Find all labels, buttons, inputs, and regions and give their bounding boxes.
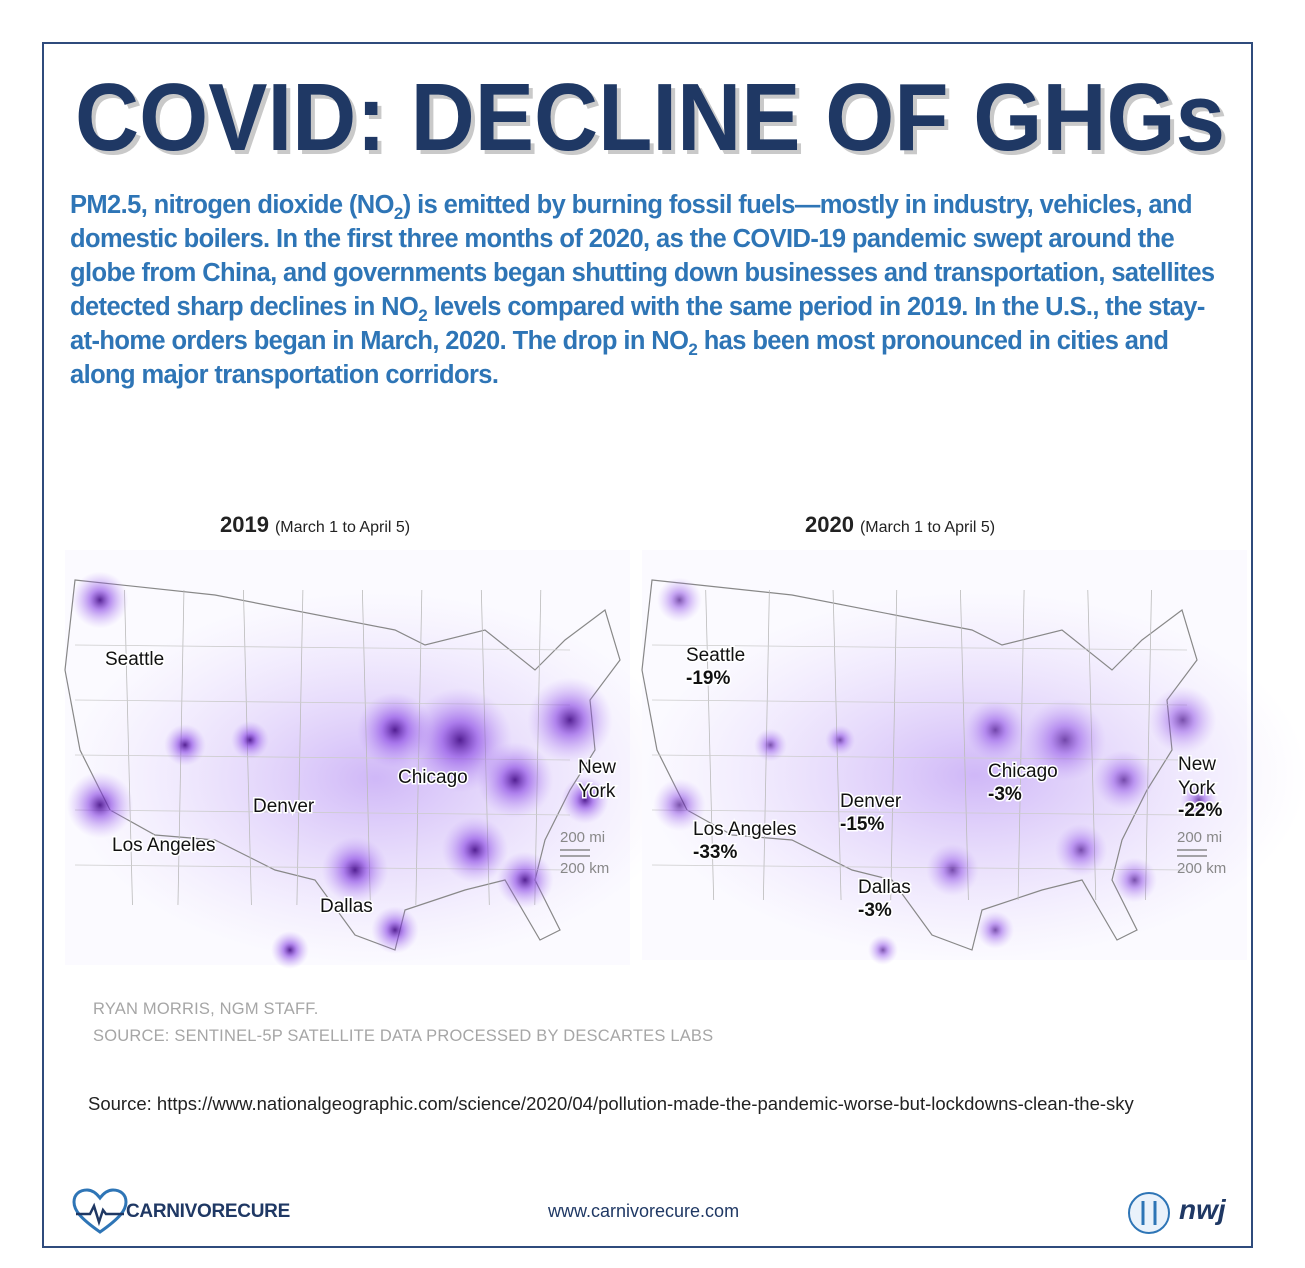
state-border bbox=[651, 699, 1188, 706]
pollution-blob bbox=[164, 724, 206, 766]
pollution-blob bbox=[1023, 698, 1107, 782]
title-shadow: COVID: DECLINE OF GHGs bbox=[79, 68, 1229, 175]
map-year: 2020 bbox=[805, 512, 854, 537]
pollution-blob bbox=[496, 851, 554, 909]
city-name: Denver bbox=[840, 791, 902, 812]
state-border bbox=[1145, 589, 1152, 901]
pollution-blob bbox=[477, 742, 553, 818]
source-label: Source: bbox=[88, 1093, 152, 1114]
map: 200 mi 200 km bbox=[64, 550, 687, 969]
source-note: Source: https://www.nationalgeographic.c… bbox=[88, 1090, 1163, 1118]
city-name: Los Angeles bbox=[112, 835, 216, 856]
credit-line: RYAN MORRIS, NGM STAFF. bbox=[93, 1000, 319, 1018]
map: 200 mi 200 km bbox=[641, 550, 1305, 965]
city-name: Seattle bbox=[686, 645, 745, 666]
country-outline bbox=[64, 579, 621, 951]
maps: 2019 (March 1 to April 5) 200 mi 200 km Seat… bbox=[64, 512, 1305, 969]
pollution-blob bbox=[231, 721, 269, 759]
city-change: -33% bbox=[693, 842, 737, 863]
city-name: Seattle bbox=[105, 649, 164, 670]
city-name: Chicago bbox=[988, 761, 1058, 782]
brand-name: CARNIVORECURE bbox=[126, 1201, 290, 1222]
city-name: New bbox=[578, 757, 616, 778]
pollution-blob bbox=[321, 836, 389, 904]
pollution-blob bbox=[441, 816, 509, 884]
partner-name: nwj bbox=[1179, 1194, 1226, 1225]
pollution-blob bbox=[825, 725, 856, 755]
title-svg: COVID: DECLINE OF GHGs COVID: DECLINE OF… bbox=[75, 64, 1229, 175]
state-border bbox=[651, 809, 1188, 816]
state-border bbox=[651, 644, 1188, 651]
city-change: -3% bbox=[988, 784, 1022, 805]
country-outline bbox=[641, 579, 1198, 951]
pollution-blob bbox=[71, 571, 129, 629]
pollution-blob bbox=[753, 728, 787, 762]
pollution-blob bbox=[371, 906, 419, 954]
pollution-blob bbox=[1093, 750, 1154, 810]
credit-line: SOURCE: SENTINEL-5P SATELLITE DATA PROCE… bbox=[93, 1027, 714, 1045]
city-name: Dallas bbox=[858, 877, 911, 898]
subscript: 2 bbox=[393, 204, 403, 224]
state-border bbox=[890, 589, 898, 901]
pollution-blob bbox=[1112, 857, 1158, 903]
city-change: -3% bbox=[858, 900, 892, 921]
city-name: Dallas bbox=[320, 896, 373, 917]
scale-label: 200 km bbox=[1177, 860, 1226, 877]
intro-paragraph: PM2.5, nitrogen dioxide (NO2) is emitted… bbox=[70, 188, 1230, 392]
state-border bbox=[74, 644, 571, 651]
pollution-blob bbox=[1054, 823, 1108, 877]
pollution-blob bbox=[867, 935, 898, 965]
brand-logo bbox=[72, 1188, 128, 1234]
city-name: Los Angeles bbox=[693, 819, 797, 840]
pollution-blob bbox=[271, 931, 309, 969]
pollution-blob bbox=[561, 776, 609, 824]
state-border bbox=[74, 809, 571, 816]
map-title: 2020 (March 1 to April 5) bbox=[805, 512, 995, 537]
state-border bbox=[124, 589, 133, 906]
pollution-blob bbox=[653, 778, 706, 832]
pollution-blob bbox=[357, 692, 433, 768]
subscript: 2 bbox=[418, 306, 428, 326]
website: www.carnivorecure.com bbox=[548, 1201, 740, 1221]
pollution-blob bbox=[66, 771, 134, 839]
pulse-icon bbox=[76, 1202, 124, 1227]
partner-logo bbox=[1128, 1192, 1170, 1234]
city-change: -19% bbox=[686, 668, 730, 689]
pollution-blob bbox=[1180, 781, 1218, 819]
subscript: 2 bbox=[688, 340, 698, 360]
intro-text: has been most pronounced in cities and a… bbox=[70, 327, 1169, 389]
map-period: (March 1 to April 5) bbox=[275, 519, 410, 536]
intro-text: levels compared with the same period in … bbox=[70, 293, 1205, 355]
map-title: 2019 (March 1 to April 5) bbox=[220, 512, 410, 537]
city-name: York bbox=[578, 781, 616, 802]
pollution-blob bbox=[656, 577, 702, 623]
pollution-blob bbox=[926, 843, 979, 897]
source-url: https://www.nationalgeographic.com/scien… bbox=[156, 1093, 1134, 1114]
state-border bbox=[296, 589, 304, 906]
city-change: -15% bbox=[840, 814, 884, 835]
scale-label: 200 mi bbox=[560, 829, 605, 846]
heart-icon bbox=[72, 1188, 128, 1234]
map-period: (March 1 to April 5) bbox=[860, 519, 995, 536]
pollution-blob bbox=[965, 700, 1026, 760]
intro-text: PM2.5, nitrogen dioxide (NO bbox=[70, 191, 394, 219]
city-name: New bbox=[1178, 754, 1216, 775]
scale-label: 200 mi bbox=[1177, 829, 1222, 846]
city-change: -22% bbox=[1178, 800, 1222, 821]
city-name: York bbox=[1178, 778, 1216, 799]
intro-text: ) is emitted by burning fossil fuels—mos… bbox=[70, 191, 1215, 321]
scale-label: 200 km bbox=[560, 860, 609, 877]
city-name: Chicago bbox=[398, 767, 468, 788]
state-border bbox=[705, 589, 715, 901]
map-year: 2019 bbox=[220, 512, 269, 537]
pollution-blob bbox=[1149, 686, 1217, 754]
pollution-blob bbox=[976, 911, 1015, 949]
title: COVID: DECLINE OF GHGs bbox=[75, 64, 1225, 171]
frame bbox=[42, 42, 1253, 1248]
pollution-blob bbox=[527, 677, 613, 763]
partner-icon bbox=[1128, 1192, 1170, 1234]
city-name: Denver bbox=[253, 796, 315, 817]
